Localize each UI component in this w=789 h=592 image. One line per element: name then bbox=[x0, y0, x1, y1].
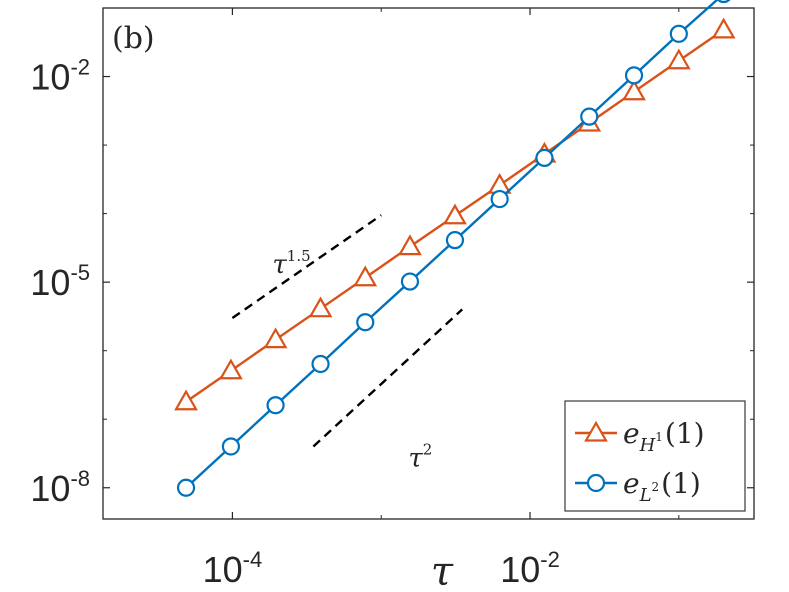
data-point bbox=[221, 437, 241, 456]
x-tick-label: 10-4 bbox=[203, 547, 263, 590]
data-point bbox=[624, 66, 644, 85]
y-tick-label: 10-8 bbox=[30, 466, 90, 509]
reference-slope-label: τ1.5 bbox=[272, 247, 310, 280]
reference-slope-symbol: τ bbox=[272, 250, 287, 280]
data-point bbox=[176, 478, 196, 497]
x-tick-base: 10 bbox=[500, 549, 540, 590]
data-point bbox=[263, 327, 288, 349]
legend-box bbox=[564, 400, 746, 512]
data-point bbox=[716, 0, 731, 4]
data-point bbox=[666, 48, 691, 70]
data-point bbox=[219, 358, 243, 380]
legend-superscript: 1 bbox=[655, 430, 663, 444]
reference-lines: τ1.5τ2 bbox=[231, 214, 463, 473]
y-tick-label: 10-5 bbox=[30, 260, 90, 303]
legend-label: eH1(1) bbox=[623, 417, 705, 456]
legend-entry: eL2(1) bbox=[575, 467, 701, 506]
series-layer bbox=[174, 0, 736, 497]
y-tick-base: 10 bbox=[30, 57, 70, 98]
legend-superscript: 2 bbox=[652, 480, 660, 494]
reference-slope-line bbox=[312, 308, 463, 448]
legend-subscript: L bbox=[639, 485, 652, 506]
y-tick-exponent: -5 bbox=[70, 260, 90, 285]
legend-argument: (1) bbox=[661, 467, 701, 500]
y-tick-exponent: -8 bbox=[70, 466, 90, 491]
plot-area: τ1.5τ2 (b) eH1(1)eL2(1) bbox=[102, 0, 755, 520]
reference-slope-label: τ2 bbox=[408, 440, 432, 473]
legend: eH1(1)eL2(1) bbox=[564, 400, 746, 512]
reference-slope-exponent: 2 bbox=[423, 440, 433, 458]
x-axis-label: τ bbox=[431, 549, 454, 592]
legend-argument: (1) bbox=[665, 417, 705, 450]
legend-marker bbox=[586, 473, 606, 493]
data-point bbox=[711, 17, 736, 39]
data-point bbox=[174, 389, 198, 411]
data-point bbox=[535, 148, 554, 167]
y-tick-exponent: -2 bbox=[70, 55, 90, 80]
data-point bbox=[443, 203, 467, 225]
data-point bbox=[669, 24, 688, 43]
data-point bbox=[356, 313, 375, 332]
x-tick-base: 10 bbox=[203, 549, 243, 590]
reference-slope-symbol: τ bbox=[408, 443, 423, 473]
data-point bbox=[580, 107, 599, 126]
legend-label: eL2(1) bbox=[623, 467, 701, 506]
legend-entry: eH1(1) bbox=[575, 417, 705, 456]
reference-slope-line bbox=[231, 214, 382, 319]
legend-main: e bbox=[623, 467, 640, 500]
data-point bbox=[266, 396, 285, 415]
data-point bbox=[445, 231, 465, 250]
reference-slope-exponent: 1.5 bbox=[287, 247, 311, 265]
data-point bbox=[308, 296, 333, 318]
data-point bbox=[622, 79, 646, 101]
tick-labels: 10-4 10-210-810-510-2 bbox=[30, 55, 559, 590]
data-point bbox=[490, 189, 509, 209]
legend-subscript: H bbox=[639, 435, 656, 456]
data-point bbox=[400, 272, 420, 291]
x-tick-exponent: -2 bbox=[540, 547, 560, 572]
x-tick-label: 10-2 bbox=[500, 547, 560, 590]
series-circle bbox=[176, 0, 731, 497]
data-point bbox=[353, 265, 378, 287]
panel-label: (b) bbox=[112, 21, 155, 56]
tick-marks bbox=[103, 8, 754, 519]
x-tick-exponent: -4 bbox=[243, 547, 263, 572]
y-tick-base: 10 bbox=[30, 262, 70, 303]
legend-main: e bbox=[623, 417, 640, 450]
legend-marker bbox=[584, 420, 608, 442]
series-triangle bbox=[174, 17, 736, 411]
data-point bbox=[398, 234, 422, 256]
y-tick-label: 10-2 bbox=[30, 55, 90, 98]
data-point bbox=[311, 354, 330, 374]
y-tick-base: 10 bbox=[30, 468, 70, 509]
